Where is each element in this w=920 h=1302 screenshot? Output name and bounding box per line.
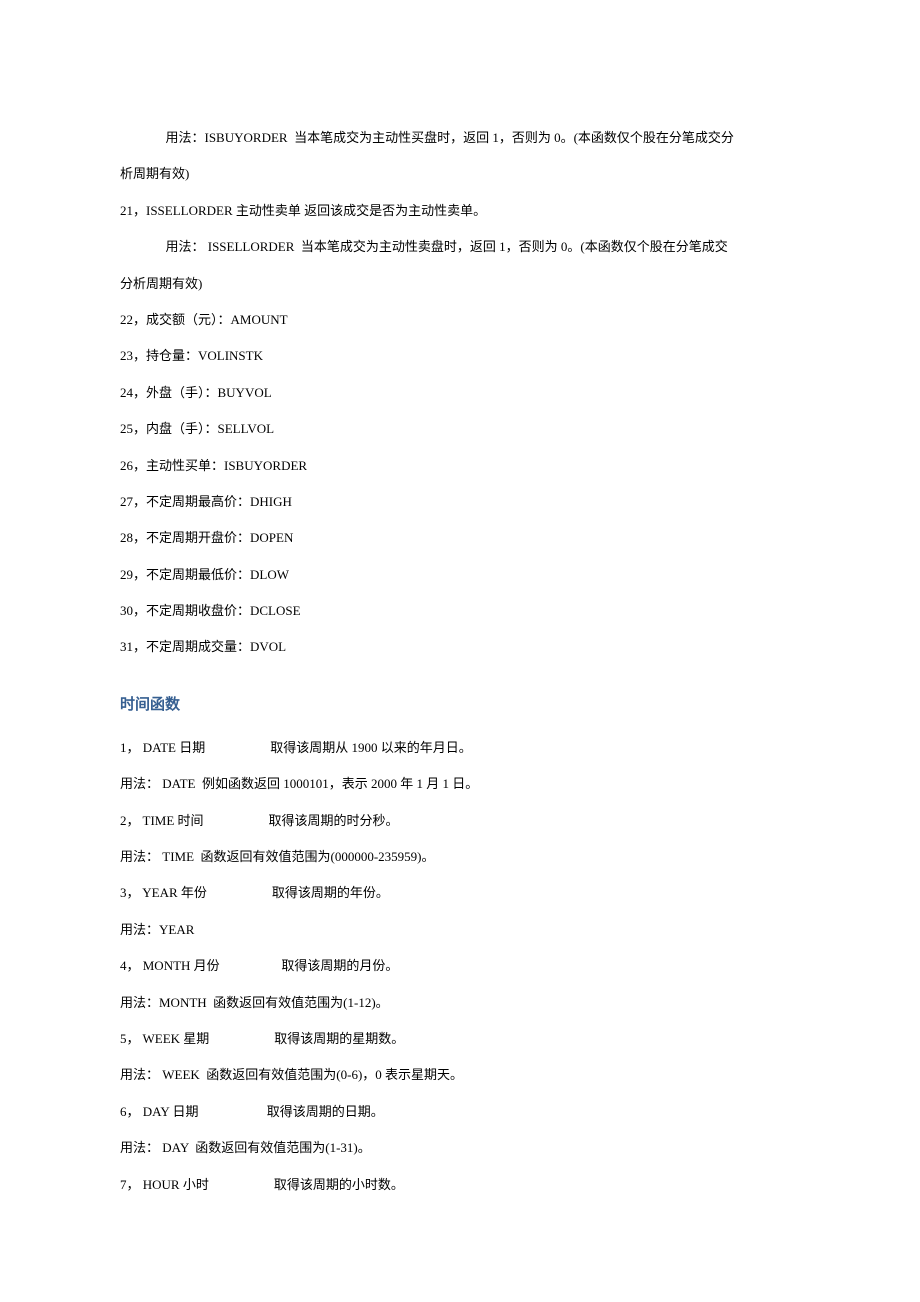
text-line: 6， DAY 日期 取得该周期的日期。	[120, 1094, 800, 1130]
section-title-time-functions: 时间函数	[120, 684, 800, 726]
text-line: 用法：YEAR	[120, 912, 800, 948]
text-line: 析周期有效)	[120, 156, 800, 192]
text-line: 2， TIME 时间 取得该周期的时分秒。	[120, 803, 800, 839]
text-line: 27，不定周期最高价：DHIGH	[120, 484, 800, 520]
text-line: 用法：ISBUYORDER 当本笔成交为主动性买盘时，返回 1，否则为 0。(本…	[120, 120, 800, 156]
text-line: 分析周期有效)	[120, 266, 800, 302]
text-line: 用法： TIME 函数返回有效值范围为(000000-235959)。	[120, 839, 800, 875]
text-line: 5， WEEK 星期 取得该周期的星期数。	[120, 1021, 800, 1057]
text-line: 31，不定周期成交量：DVOL	[120, 629, 800, 665]
text-line: 7， HOUR 小时 取得该周期的小时数。	[120, 1167, 800, 1203]
text-line: 22，成交额（元）：AMOUNT	[120, 302, 800, 338]
text-line: 3， YEAR 年份 取得该周期的年份。	[120, 875, 800, 911]
text-line: 21，ISSELLORDER 主动性卖单 返回该成交是否为主动性卖单。	[120, 193, 800, 229]
text-line: 1， DATE 日期 取得该周期从 1900 以来的年月日。	[120, 730, 800, 766]
text-line: 用法： DAY 函数返回有效值范围为(1-31)。	[120, 1130, 800, 1166]
text-block-1: 用法：ISBUYORDER 当本笔成交为主动性买盘时，返回 1，否则为 0。(本…	[120, 120, 800, 666]
document-page: 用法：ISBUYORDER 当本笔成交为主动性买盘时，返回 1，否则为 0。(本…	[0, 0, 920, 1263]
text-line: 28，不定周期开盘价：DOPEN	[120, 520, 800, 556]
text-line: 29，不定周期最低价：DLOW	[120, 557, 800, 593]
text-line: 24，外盘（手）：BUYVOL	[120, 375, 800, 411]
text-line: 30，不定周期收盘价：DCLOSE	[120, 593, 800, 629]
text-line: 23，持仓量：VOLINSTK	[120, 338, 800, 374]
text-line: 用法： ISSELLORDER 当本笔成交为主动性卖盘时，返回 1，否则为 0。…	[120, 229, 800, 265]
text-block-2: 1， DATE 日期 取得该周期从 1900 以来的年月日。用法： DATE 例…	[120, 730, 800, 1203]
text-line: 用法： DATE 例如函数返回 1000101，表示 2000 年 1 月 1 …	[120, 766, 800, 802]
text-line: 25，内盘（手）：SELLVOL	[120, 411, 800, 447]
text-line: 用法： WEEK 函数返回有效值范围为(0-6)，0 表示星期天。	[120, 1057, 800, 1093]
text-line: 用法：MONTH 函数返回有效值范围为(1-12)。	[120, 985, 800, 1021]
text-line: 4， MONTH 月份 取得该周期的月份。	[120, 948, 800, 984]
text-line: 26，主动性买单：ISBUYORDER	[120, 448, 800, 484]
